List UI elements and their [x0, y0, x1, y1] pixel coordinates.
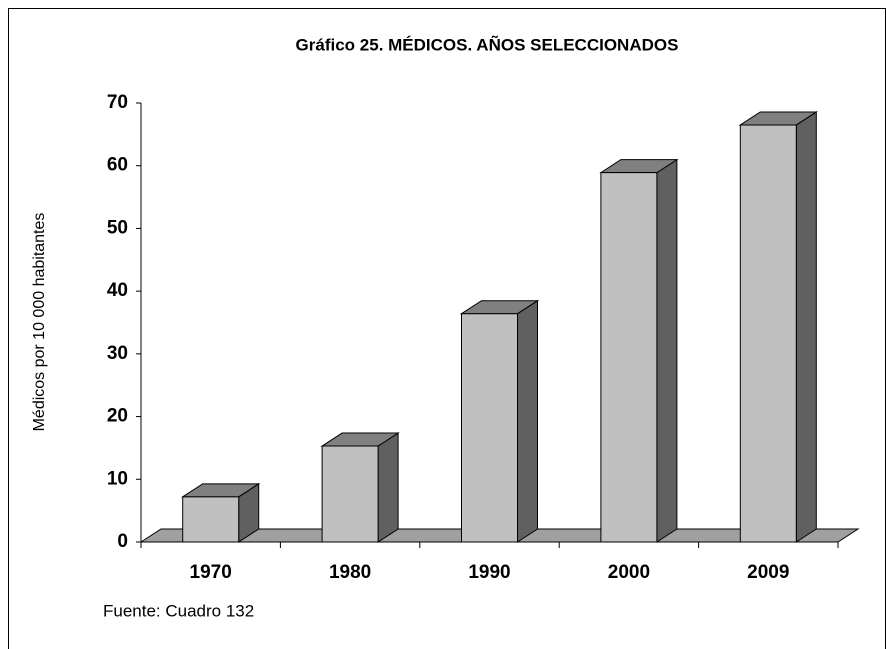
y-tick-label: 70	[107, 92, 128, 113]
x-tick-label: 1970	[190, 562, 232, 583]
bar-face	[182, 496, 240, 543]
y-tick-label: 10	[107, 468, 128, 489]
bar	[459, 299, 540, 543]
y-tick-label: 20	[107, 406, 128, 427]
x-tick-label: 2009	[747, 562, 789, 583]
y-tick-label: 30	[107, 343, 128, 364]
bar-face	[377, 432, 399, 543]
bar-face	[739, 124, 797, 543]
source-note: Fuente: Cuadro 132	[103, 601, 254, 620]
bar-face	[656, 158, 678, 543]
y-tick-label: 0	[117, 531, 128, 552]
bar-face	[517, 299, 538, 543]
x-tick-label: 1980	[329, 562, 371, 583]
bar	[181, 482, 261, 543]
y-axis-label: Médicos por 10 000 habitantes	[31, 213, 48, 432]
x-tick-label: 2000	[608, 562, 650, 583]
y-tick-label: 60	[107, 155, 128, 176]
x-tick-label: 1990	[468, 562, 510, 583]
bar-face	[600, 172, 658, 543]
chart-title: Gráfico 25. MÉDICOS. AÑOS SELECCIONADOS	[296, 34, 679, 54]
bar-face	[795, 111, 817, 543]
bar-face	[321, 445, 379, 543]
bar	[320, 432, 400, 543]
bar	[599, 158, 679, 543]
y-tick-label: 50	[107, 217, 128, 238]
bar	[738, 111, 818, 543]
y-tick-label: 40	[107, 280, 128, 301]
bar-face	[461, 313, 518, 543]
